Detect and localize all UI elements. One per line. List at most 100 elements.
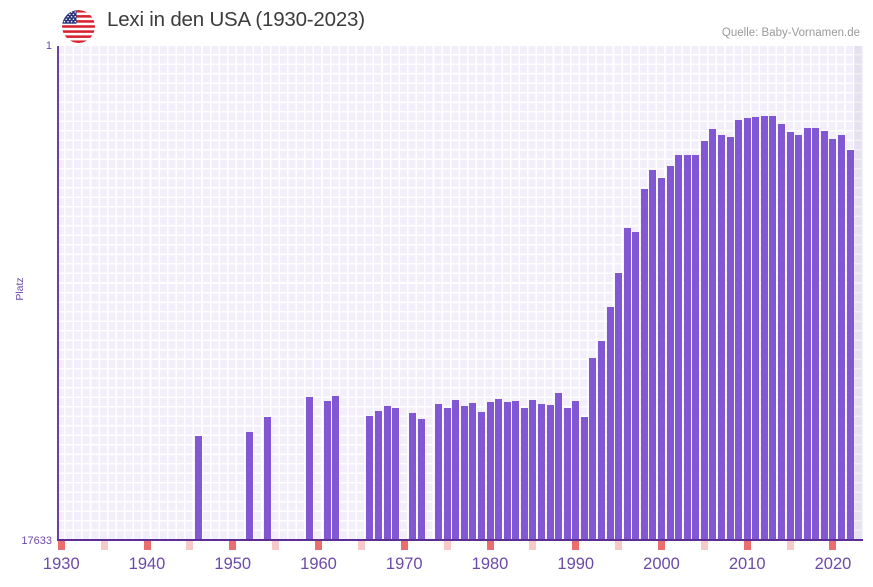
bar-1966[interactable] <box>366 416 374 541</box>
bar-1954[interactable] <box>263 417 271 541</box>
bar-1961[interactable] <box>323 400 331 541</box>
bar-2020[interactable] <box>829 139 837 541</box>
bar-2007[interactable] <box>718 134 726 541</box>
bar-1985[interactable] <box>529 400 537 541</box>
bar-1978[interactable] <box>469 403 477 541</box>
bar-2004[interactable] <box>692 154 700 541</box>
bar-1962[interactable] <box>332 395 340 541</box>
bar-1974[interactable] <box>435 404 443 541</box>
x-tick-1995 <box>615 541 623 550</box>
bar-1997[interactable] <box>632 232 640 541</box>
bar-2014[interactable] <box>778 124 786 541</box>
bar-1988[interactable] <box>555 392 563 541</box>
y-axis-line <box>57 46 59 541</box>
x-label-1980: 1980 <box>471 555 509 573</box>
x-label-1960: 1960 <box>300 555 337 573</box>
x-tick-1955 <box>272 541 280 550</box>
bar-1986[interactable] <box>537 404 545 541</box>
y-axis-top-label: 1 <box>45 40 52 52</box>
x-tick-1975 <box>443 541 451 550</box>
x-label-2010: 2010 <box>728 555 766 573</box>
bar-2008[interactable] <box>726 136 734 541</box>
source-label: Quelle: Baby-Vornamen.de <box>721 27 860 39</box>
x-tick-2000 <box>658 541 665 550</box>
x-label-1930: 1930 <box>42 555 80 573</box>
us-flag-icon <box>62 10 95 43</box>
bar-1989[interactable] <box>563 407 571 541</box>
bar-2006[interactable] <box>709 128 717 541</box>
x-tick-1930 <box>57 541 65 550</box>
bar-1975[interactable] <box>443 407 451 541</box>
bar-2022[interactable] <box>846 149 854 541</box>
bar-2010[interactable] <box>743 117 751 541</box>
y-axis-title: Platz <box>14 277 26 301</box>
bar-2000[interactable] <box>657 177 665 541</box>
bar-2002[interactable] <box>675 154 683 541</box>
bar-1999[interactable] <box>649 170 657 541</box>
bar-2005[interactable] <box>700 140 708 541</box>
bar-2003[interactable] <box>683 155 691 541</box>
bar-1984[interactable] <box>520 407 528 541</box>
bar-2011[interactable] <box>752 116 760 541</box>
bar-2013[interactable] <box>769 116 777 541</box>
bar-1979[interactable] <box>477 411 485 541</box>
bar-1972[interactable] <box>417 419 425 541</box>
y-axis-bottom-label: 17633 <box>21 535 52 547</box>
bar-1991[interactable] <box>580 416 588 541</box>
bar-1992[interactable] <box>589 357 597 541</box>
x-axis-line <box>57 539 863 541</box>
x-tick-1940 <box>143 541 151 550</box>
x-label-1940: 1940 <box>128 555 166 573</box>
bar-2009[interactable] <box>735 119 743 541</box>
bar-1990[interactable] <box>572 401 580 541</box>
x-tick-1965 <box>357 541 365 550</box>
x-tick-2020 <box>829 541 837 550</box>
x-label-1950: 1950 <box>214 555 252 573</box>
bar-1998[interactable] <box>640 188 648 541</box>
plot-area <box>57 46 863 541</box>
x-tick-2005 <box>700 541 708 550</box>
bar-2015[interactable] <box>786 131 794 541</box>
x-tick-1990 <box>572 541 580 550</box>
bar-1952[interactable] <box>246 431 254 541</box>
bar-series <box>57 46 863 541</box>
x-tick-1945 <box>186 541 194 550</box>
bar-2001[interactable] <box>666 165 674 541</box>
x-axis-ticks <box>57 541 863 551</box>
bar-1980[interactable] <box>486 402 494 541</box>
x-axis-labels: 1930 1940 1950 1960 1970 1980 1990 2000 2010 2020 <box>0 555 873 583</box>
bar-1996[interactable] <box>623 227 631 541</box>
bar-1983[interactable] <box>512 400 520 541</box>
x-label-2020: 2020 <box>814 555 852 573</box>
bar-2021[interactable] <box>838 134 846 541</box>
bar-1994[interactable] <box>606 307 614 541</box>
bar-1971[interactable] <box>409 413 417 541</box>
bar-1946[interactable] <box>194 436 202 541</box>
x-label-2000: 2000 <box>643 555 680 573</box>
bar-1995[interactable] <box>615 272 623 541</box>
bar-1959[interactable] <box>306 396 314 541</box>
bar-2019[interactable] <box>820 131 828 541</box>
bar-1993[interactable] <box>597 341 605 541</box>
x-tick-2010 <box>743 541 751 550</box>
bar-1987[interactable] <box>546 405 554 541</box>
bar-1982[interactable] <box>503 401 511 541</box>
bar-2016[interactable] <box>795 134 803 541</box>
bar-2012[interactable] <box>760 116 768 541</box>
bar-2017[interactable] <box>803 127 811 541</box>
x-tick-1935 <box>100 541 108 550</box>
page-title: Lexi in den USA (1930-2023) <box>107 8 365 31</box>
x-label-1990: 1990 <box>557 555 595 573</box>
x-tick-1985 <box>529 541 537 550</box>
x-label-1970: 1970 <box>385 555 423 573</box>
bar-1968[interactable] <box>383 406 391 541</box>
bar-2018[interactable] <box>812 127 820 541</box>
bar-1969[interactable] <box>392 408 400 541</box>
bar-1967[interactable] <box>375 410 383 541</box>
bar-1976[interactable] <box>452 399 460 541</box>
bar-1977[interactable] <box>460 405 468 541</box>
chart-header: Lexi in den USA (1930-2023) Quelle: Baby… <box>0 0 873 45</box>
x-tick-1970 <box>400 541 408 550</box>
bar-1981[interactable] <box>495 398 503 541</box>
